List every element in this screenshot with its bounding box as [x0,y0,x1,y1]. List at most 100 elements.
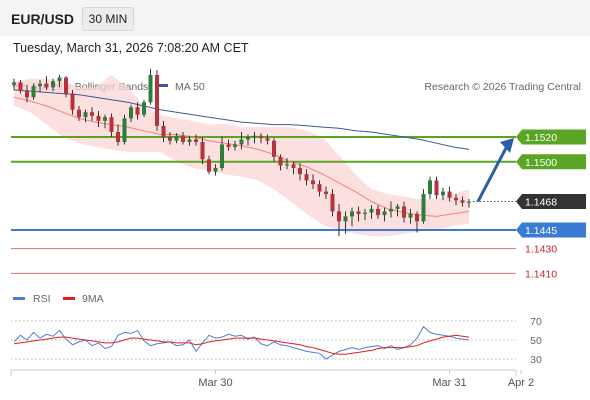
candle-body [148,75,153,103]
candle-body [220,144,224,168]
candle-body [96,115,101,121]
candle-body [18,82,23,92]
candle-body [447,191,452,198]
candle-body [408,213,413,218]
candle-body [376,208,380,216]
candle-body [200,141,205,160]
level-labels: 1.1520 1.1500 1.1468 1.1445 1.1430 1.1410 [516,129,586,280]
projection-arrow-line [476,147,508,203]
candle-body [135,107,140,115]
level-label-1.1430: 1.1430 [525,244,557,256]
candle-body [116,132,120,142]
candle-body [77,109,81,118]
rsi-line [13,325,470,360]
time-axis: Mar 30 Mar 31 Apr 2 [10,369,534,389]
candle-body [272,140,276,157]
candle-body [168,137,172,141]
candle-body [369,208,374,213]
candle-body [83,112,88,118]
level-tag-1.1500 [516,154,586,170]
candle-body [122,118,127,142]
candle-body [239,139,244,145]
ma9-legend-label: 9MA [82,293,104,305]
timeframe-button[interactable]: 30 MIN [82,7,134,31]
candle-body [109,117,114,133]
candle-body [187,139,192,142]
candle-body [233,144,237,147]
candle-body [389,208,393,212]
candle-body [291,164,296,168]
candle-body [246,137,250,140]
timestamp: Tuesday, March 31, 2026 7:08:20 AM CET [13,41,249,55]
header-bar: EUR/USD 30 MIN [0,0,590,36]
candle-body [350,211,354,217]
candle-body [103,117,107,121]
candle-body [25,91,29,98]
candle-body [467,201,471,203]
candle-body [90,112,94,116]
candle-body [298,168,302,175]
bollinger-bands [14,75,469,237]
copyright-label: Research © 2026 Trading Central [424,81,581,93]
rsi-tick-30: 30 [530,354,542,366]
candle-body [259,135,263,139]
x-tick-label: Apr 2 [508,377,534,389]
candle-body [51,81,55,88]
level-label-1.1520: 1.1520 [525,132,557,144]
candle-body [181,135,185,142]
level-tag-1.1445 [516,222,586,238]
candle-body [213,168,218,172]
candle-body [434,180,439,196]
candle-body [252,135,257,137]
candle-body [330,194,335,212]
candle-body [428,180,432,195]
level-tag-1.1520 [516,129,586,145]
candle-body [38,83,42,87]
candle-body [311,180,315,185]
candle-body [454,197,458,201]
candle-body [460,200,465,203]
candle-body [363,212,367,214]
rsi-legend-swatch [13,297,25,300]
ma50-legend-label: MA 50 [175,81,205,93]
candle-body [395,206,400,209]
candle-body [337,211,341,222]
candle-body [415,213,419,222]
level-label-1.1500: 1.1500 [525,157,557,169]
projection-arrow-head [500,138,514,153]
rsi-tick-70: 70 [530,316,542,328]
symbol-label: EUR/USD [11,11,75,27]
candle-body [324,191,328,195]
level-tag-1.1468 [516,193,586,209]
candle-body [44,83,49,88]
candle-body [278,156,283,166]
candle-body [70,93,75,110]
rsi-legend-label: RSI [33,293,51,305]
candle-body [155,75,159,126]
candle-body [226,144,231,147]
level-label-1.1445: 1.1445 [525,225,557,237]
candle-body [207,159,211,172]
candle-body [441,191,445,196]
candle-body [161,125,166,137]
candle-body [402,206,406,218]
candle-body [142,102,146,115]
candle-body [194,139,198,142]
candle-body [343,216,348,222]
candle-body [265,138,270,141]
rsi-panel: 70 50 30 [11,316,542,366]
ma50-line [13,89,470,150]
candle-body [317,184,322,192]
candle-body [129,107,133,119]
candles [12,68,471,237]
candle-body [421,194,426,222]
candle-body [285,164,289,166]
candle-body [382,211,387,216]
level-label-1.1410: 1.1410 [525,268,557,280]
candle-body [31,86,36,98]
ma9-legend-swatch [63,297,75,300]
projection-arrow [476,138,514,203]
candle-body [174,135,179,141]
candle-body [12,82,16,85]
